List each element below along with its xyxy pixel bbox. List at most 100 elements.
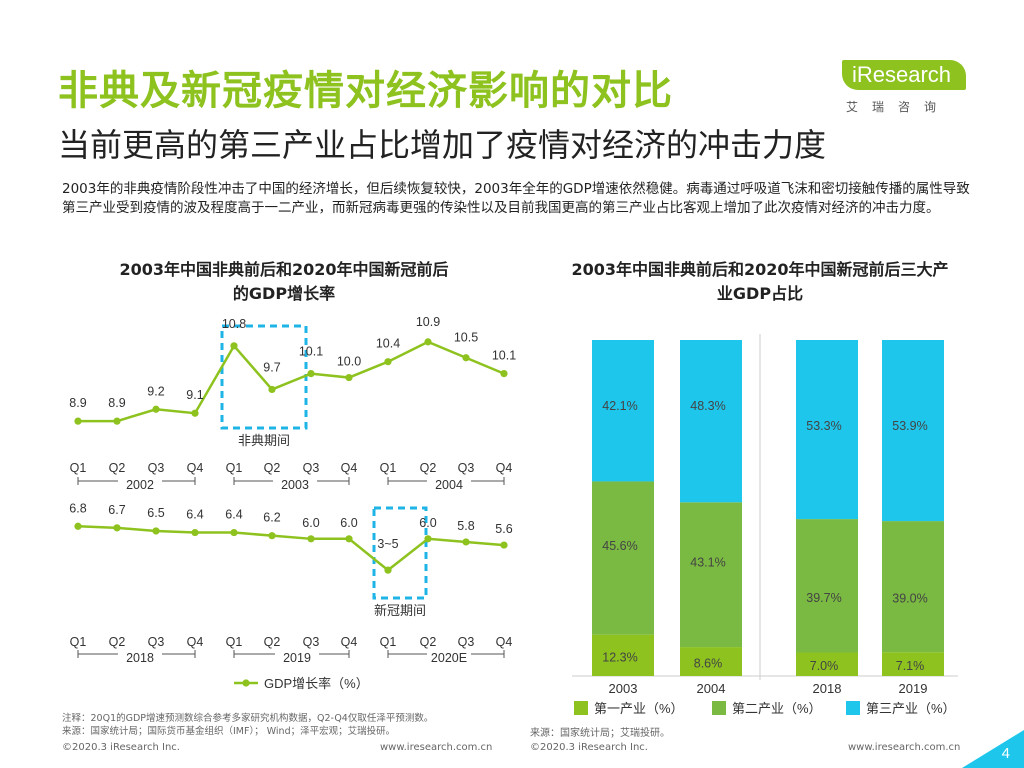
bar-value-label: 8.6% xyxy=(694,657,723,671)
bar-value-label: 39.7% xyxy=(806,591,841,605)
gdp-data-label: 8.9 xyxy=(69,396,86,410)
bar-category-label: 2019 xyxy=(899,681,928,696)
iresearch-logo: iResearch 艾瑞咨询 xyxy=(842,60,972,118)
bar-legend-swatch-2 xyxy=(846,701,860,715)
gdp-point xyxy=(191,409,199,417)
bar-chart-title: 2003年中国非典前后和2020年中国新冠前后三大产 业GDP占比 xyxy=(520,258,1000,306)
gdp-point xyxy=(500,369,508,378)
gdp-point xyxy=(384,358,392,366)
gdp-data-label: 6.0 xyxy=(302,516,319,530)
gdp-point xyxy=(384,566,392,574)
quarter-tick-label: Q1 xyxy=(70,635,87,649)
gdp-data-label: 10.1 xyxy=(492,349,516,363)
bar-chart-title-line1: 2003年中国非典前后和2020年中国新冠前后三大产 xyxy=(571,260,949,279)
quarter-tick-label: Q1 xyxy=(226,461,243,475)
bar-chart-title-line2: 业GDP占比 xyxy=(716,284,804,303)
bar-segment-1 xyxy=(680,502,742,648)
gdp-point xyxy=(113,524,121,532)
gdp-data-label: 10.5 xyxy=(454,331,478,345)
bar-value-label: 48.3% xyxy=(690,399,725,413)
gdp-point xyxy=(462,538,470,546)
gdp-point xyxy=(424,535,432,543)
footer-copyright-left: ©2020.3 iResearch Inc. xyxy=(62,742,180,753)
quarter-tick-label: Q4 xyxy=(187,461,204,475)
gdp-data-label: 6.4 xyxy=(225,508,242,522)
gdp-point xyxy=(113,417,121,425)
page-number-badge: 4 xyxy=(962,730,1024,768)
bar-legend-swatch-0 xyxy=(574,701,588,715)
year-label: 2020E xyxy=(431,651,467,665)
bar-segment-0 xyxy=(882,652,944,676)
quarter-tick-label: Q3 xyxy=(148,461,165,475)
quarter-tick-label: Q3 xyxy=(458,635,475,649)
gdp-data-label: 10.4 xyxy=(376,337,400,351)
bar-value-label: 53.9% xyxy=(892,419,927,433)
gdp-point xyxy=(191,528,199,537)
gdp-point xyxy=(230,342,238,350)
quarter-tick-label: Q4 xyxy=(187,635,204,649)
quarter-tick-label: Q3 xyxy=(303,461,320,475)
year-label: 2019 xyxy=(283,651,311,665)
gdp-data-label: 6.5 xyxy=(147,506,164,520)
quarter-tick-label: Q2 xyxy=(264,461,281,475)
bar-value-label: 43.1% xyxy=(690,556,725,570)
line-chart-title: 2003年中国非典前后和2020年中国新冠前后 的GDP增长率 xyxy=(62,258,506,306)
gdp-data-label: 9.7 xyxy=(263,360,280,374)
gdp-data-label: 5.8 xyxy=(457,519,474,533)
gdp-data-label: 6.8 xyxy=(69,501,86,515)
gdp-data-label: 10.1 xyxy=(299,345,323,359)
quarter-tick-label: Q1 xyxy=(226,635,243,649)
bar-legend-label-2: 第三产业（%） xyxy=(866,701,956,716)
logo-text: iResearch xyxy=(852,62,952,87)
bar-segment-2 xyxy=(796,340,858,520)
gdp-data-label: 10.8 xyxy=(222,317,246,331)
bar-segment-0 xyxy=(680,647,742,676)
bar-category-label: 2003 xyxy=(609,681,638,696)
highlight-box-1 xyxy=(372,506,428,600)
line-chart-title-line2: 的GDP增长率 xyxy=(232,284,336,303)
gdp-point xyxy=(345,373,353,382)
bar-value-label: 45.6% xyxy=(602,539,637,553)
year-label: 2018 xyxy=(126,651,154,665)
quarter-tick-label: Q3 xyxy=(148,635,165,649)
gdp-data-label: 10.0 xyxy=(337,355,361,369)
year-label: 2004 xyxy=(435,478,463,492)
bar-segment-2 xyxy=(882,340,944,522)
source-text-left: 来源：国家统计局；国际货币基金组织（IMF）； Wind；泽平宏观；艾瑞投研。 xyxy=(62,726,396,737)
bar-segment-1 xyxy=(796,519,858,653)
line-legend-label: GDP增长率（%） xyxy=(264,676,369,691)
gdp-data-label: 5.6 xyxy=(495,522,512,536)
bar-legend-label-1: 第二产业（%） xyxy=(732,701,822,716)
footer-url-right: www.iresearch.com.cn xyxy=(848,742,961,753)
bar-category-label: 2018 xyxy=(813,681,842,696)
gdp-data-label: 6.4 xyxy=(186,508,203,522)
bar-value-label: 7.0% xyxy=(810,659,839,673)
bar-legend-label-0: 第一产业（%） xyxy=(594,701,684,716)
gdp-point xyxy=(74,417,82,425)
bar-segment-0 xyxy=(796,652,858,676)
note-text: 注释：20Q1的GDP增速预测数综合参考多家研究机构数据，Q2-Q4仅取任泽平预… xyxy=(62,713,434,724)
bar-value-label: 53.3% xyxy=(806,419,841,433)
bar-segment-1 xyxy=(592,481,654,635)
gdp-point xyxy=(500,541,508,549)
footer-url-left: www.iresearch.com.cn xyxy=(380,742,493,753)
bar-category-label: 2004 xyxy=(697,681,726,696)
year-label: 2002 xyxy=(126,478,154,492)
quarter-tick-label: Q4 xyxy=(341,635,358,649)
logo-badge xyxy=(842,60,966,90)
quarter-tick-label: Q4 xyxy=(341,461,358,475)
bar-value-label: 39.0% xyxy=(892,592,927,606)
bar-value-label: 7.1% xyxy=(896,659,925,673)
gdp-data-label: 3~5 xyxy=(377,537,398,551)
highlight-label-1: 新冠期间 xyxy=(374,603,426,618)
gdp-point xyxy=(230,528,238,537)
quarter-tick-label: Q1 xyxy=(70,461,87,475)
gdp-data-label: 8.9 xyxy=(108,396,125,410)
gdp-point xyxy=(307,535,315,543)
bar-segment-0 xyxy=(592,634,654,676)
quarter-tick-label: Q3 xyxy=(458,461,475,475)
quarter-tick-label: Q1 xyxy=(380,635,397,649)
gdp-point xyxy=(345,535,353,543)
quarter-tick-label: Q4 xyxy=(496,461,513,475)
